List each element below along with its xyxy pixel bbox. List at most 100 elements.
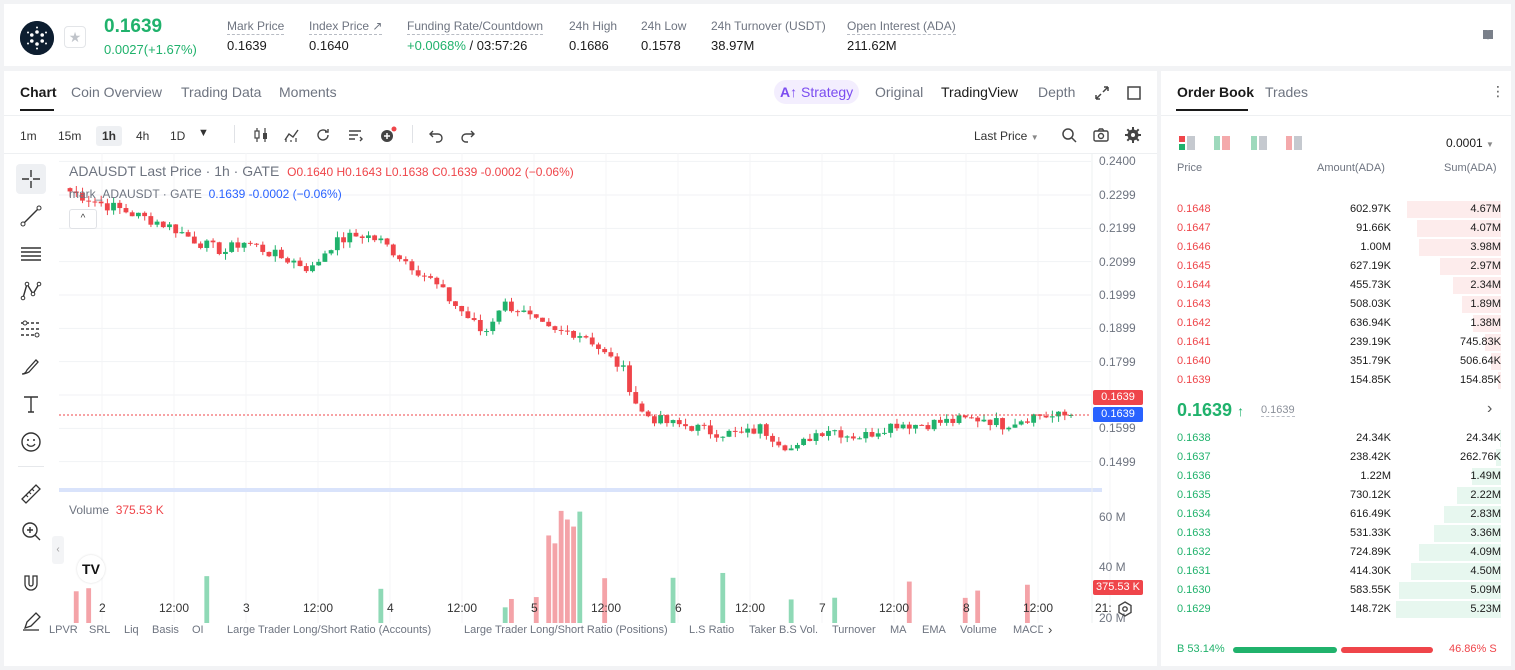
indicator-tab-macd[interactable]: MACD [1013, 624, 1043, 636]
crosshair-tool-icon[interactable] [16, 164, 46, 194]
add-indicator-icon[interactable] [378, 125, 398, 145]
volume-bar [204, 576, 210, 623]
indicator-tab-basis[interactable]: Basis [152, 624, 179, 636]
tab-coin-overview[interactable]: Coin Overview [71, 84, 163, 100]
window-icon[interactable] [1124, 83, 1144, 103]
collapse-toolbar-icon[interactable]: ‹ [52, 536, 64, 564]
text-tool-icon[interactable] [16, 389, 46, 419]
lock-drawing-icon[interactable] [16, 606, 46, 636]
funding-rate-label[interactable]: Funding Rate/Countdown [407, 19, 544, 35]
indicator-tab-ema[interactable]: EMA [922, 624, 946, 636]
timeframe-1h[interactable]: 1h [96, 126, 123, 146]
open-interest-label[interactable]: Open Interest (ADA) [847, 19, 956, 35]
bid-row[interactable]: 0.1631 414.30K 4.50M [1161, 562, 1511, 581]
undo-icon[interactable] [426, 125, 446, 145]
settings-gear-icon[interactable] [1123, 125, 1143, 145]
view-asks-icon[interactable] [1286, 136, 1302, 155]
view-original[interactable]: Original [875, 84, 924, 100]
indicator-tab-taker-b-s-vol-[interactable]: Taker B.S Vol. [749, 624, 819, 636]
bid-row[interactable]: 0.1634 616.49K 2.83M [1161, 505, 1511, 524]
timeframe-1d[interactable]: 1D [170, 129, 186, 143]
fib-tool-icon[interactable] [16, 314, 46, 344]
indicator-tab-large-trader-long-short-ratio-accounts-[interactable]: Large Trader Long/Short Ratio (Accounts) [227, 624, 432, 636]
candlestick-chart[interactable] [59, 153, 1157, 623]
view-depth[interactable]: Depth [1038, 84, 1076, 100]
index-price-label[interactable]: Index Price ↗ [309, 19, 383, 35]
timeframe-15m[interactable]: 15m [58, 129, 82, 143]
indicator-tab-lpvr[interactable]: LPVR [49, 624, 78, 636]
bid-row[interactable]: 0.1636 1.22M 1.49M [1161, 467, 1511, 486]
ask-row[interactable]: 0.1647 91.66K 4.07M [1161, 219, 1511, 238]
brush-tool-icon[interactable] [16, 352, 46, 382]
indicator-tab-l-s-ratio[interactable]: L.S Ratio [689, 624, 735, 636]
timeframe-4h[interactable]: 4h [136, 129, 150, 143]
ask-row[interactable]: 0.1646 1.00M 3.98M [1161, 238, 1511, 257]
tab-trades[interactable]: Trades [1265, 84, 1309, 100]
tab-trading-data[interactable]: Trading Data [181, 84, 262, 100]
ask-row[interactable]: 0.1639 154.85K 154.85K [1161, 371, 1511, 390]
replay-icon[interactable] [313, 125, 333, 145]
bid-row[interactable]: 0.1633 531.33K 3.36M [1161, 524, 1511, 543]
ask-row[interactable]: 0.1648 602.97K 4.67M [1161, 200, 1511, 219]
indicator-tab-large-trader-long-short-ratio-positions-[interactable]: Large Trader Long/Short Ratio (Positions… [464, 624, 668, 636]
timeframe-dropdown-icon[interactable]: ▼ [198, 127, 209, 139]
candle [1043, 411, 1049, 419]
indicator-tab-ma[interactable]: MA [890, 624, 907, 636]
chart-settings-icon[interactable] [1115, 599, 1135, 619]
bid-row[interactable]: 0.1629 148.72K 5.23M [1161, 600, 1511, 619]
ask-row[interactable]: 0.1645 627.19K 2.97M [1161, 257, 1511, 276]
templates-icon[interactable] [345, 125, 365, 145]
strategy-button[interactable]: A↑ Strategy [774, 80, 860, 104]
mark-legend-price: 0.1639 [208, 187, 246, 201]
scroll-right-icon[interactable]: › [1048, 622, 1053, 637]
magnet-tool-icon[interactable] [16, 568, 46, 598]
precision-select[interactable]: 0.0001 ▼ [1446, 136, 1494, 150]
expand-icon[interactable] [1092, 83, 1112, 103]
bid-row[interactable]: 0.1635 730.12K 2.22M [1161, 486, 1511, 505]
ruler-tool-icon[interactable] [16, 479, 46, 509]
bid-row[interactable]: 0.1630 583.55K 5.09M [1161, 581, 1511, 600]
collapse-legend-icon[interactable]: ^ [69, 209, 97, 229]
candle [683, 418, 688, 430]
view-tradingview[interactable]: TradingView [941, 84, 1019, 100]
candle-type-icon[interactable] [251, 125, 271, 145]
camera-icon[interactable] [1091, 125, 1111, 145]
indicator-tab-oi[interactable]: OI [192, 624, 204, 636]
more-options-icon[interactable]: ⋮ [1491, 83, 1505, 99]
tab-moments[interactable]: Moments [279, 84, 337, 100]
mark-price-label[interactable]: Mark Price [227, 19, 285, 35]
bid-row[interactable]: 0.1632 724.89K 4.09M [1161, 543, 1511, 562]
timeframe-1m[interactable]: 1m [20, 129, 37, 143]
ask-row[interactable]: 0.1644 455.73K 2.34M [1161, 276, 1511, 295]
indicator-tab-turnover[interactable]: Turnover [832, 624, 876, 636]
ask-row[interactable]: 0.1643 508.03K 1.89M [1161, 295, 1511, 314]
indicator-tab-liq[interactable]: Liq [124, 624, 139, 636]
pattern-tool-icon[interactable] [16, 276, 46, 306]
tab-order-book[interactable]: Order Book [1177, 84, 1255, 100]
price-source-select[interactable]: Last Price ▼ [974, 126, 1039, 148]
indicators-icon[interactable] [282, 125, 302, 145]
guide-book-icon[interactable] [1481, 28, 1495, 42]
bid-row[interactable]: 0.1637 238.42K 262.76K [1161, 448, 1511, 467]
ask-row[interactable]: 0.1642 636.94K 1.38M [1161, 314, 1511, 333]
view-bids-asks-icon[interactable] [1214, 136, 1230, 155]
ask-row[interactable]: 0.1641 239.19K 745.83K [1161, 333, 1511, 352]
zoom-in-icon[interactable] [16, 516, 46, 546]
search-icon[interactable] [1059, 125, 1079, 145]
emoji-tool-icon[interactable] [16, 427, 46, 457]
trend-line-tool-icon[interactable] [16, 201, 46, 231]
candle [571, 330, 576, 340]
indicator-tab-volume[interactable]: Volume [960, 624, 997, 636]
bid-row[interactable]: 0.1638 24.34K 24.34K [1161, 429, 1511, 448]
candle [260, 241, 266, 256]
view-bids-icon[interactable] [1251, 136, 1267, 155]
volume-bar [546, 535, 552, 623]
favorite-star-icon[interactable]: ★ [64, 26, 86, 48]
indicator-tab-srl[interactable]: SRL [89, 624, 111, 636]
chevron-right-icon[interactable]: › [1487, 400, 1493, 417]
tab-chart[interactable]: Chart [20, 84, 57, 100]
view-both-icon[interactable] [1179, 136, 1195, 155]
ask-row[interactable]: 0.1640 351.79K 506.64K [1161, 352, 1511, 371]
horizontal-lines-tool-icon[interactable] [16, 239, 46, 269]
redo-icon[interactable] [458, 125, 478, 145]
